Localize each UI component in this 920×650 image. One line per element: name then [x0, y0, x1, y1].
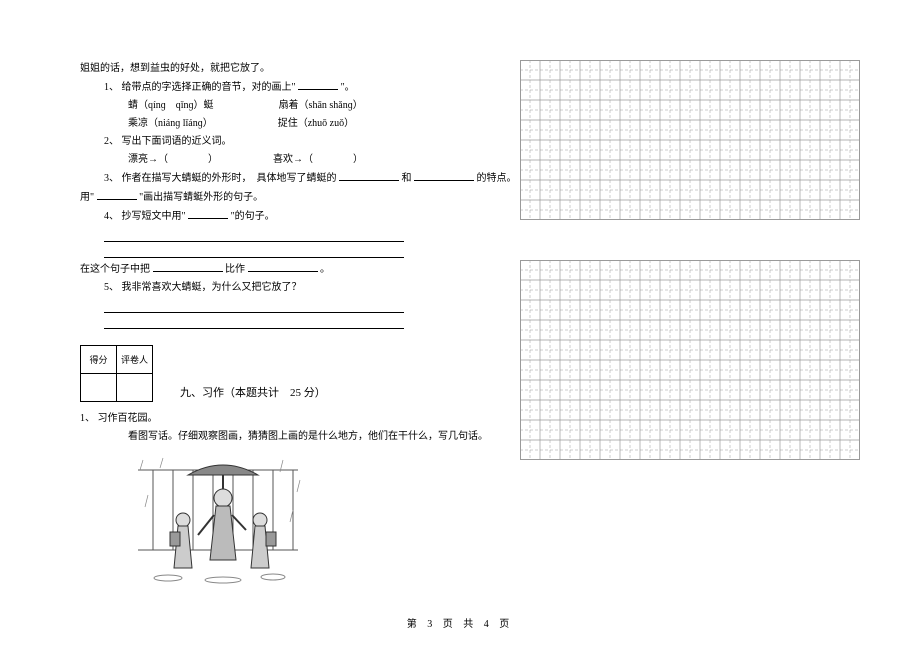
q3-mid: 和	[402, 173, 412, 184]
q4-compare-c: 。	[320, 264, 330, 275]
q4-compare-a: 在这个句子中把	[80, 264, 150, 275]
q2-row-b: 喜欢→（ ）	[273, 154, 363, 165]
essay-label: 习作百花园。	[98, 413, 158, 424]
q4-text-b: "的句子。	[231, 211, 275, 222]
q1-blank	[298, 78, 338, 90]
essay-num: 1、	[80, 413, 95, 424]
q2-row: 漂亮→（ ） 喜欢→（ ）	[80, 151, 440, 169]
page-footer: 第 3 页 共 4 页	[0, 615, 920, 630]
q4-compare: 在这个句子中把 比作 。	[80, 260, 440, 279]
q5-answer-line2	[104, 315, 404, 329]
intro-text: 姐姐的话，想到益虫的好处，就把它放了。	[80, 60, 440, 78]
q3-line2b: "画出描写蜻蜓外形的句子。	[139, 192, 263, 203]
q3-line2: 用" "画出描写蜻蜓外形的句子。	[80, 188, 440, 207]
q1-row1: 蜻（qínɡ qǐnɡ）蜓 扇着（shān shǎnɡ）	[80, 97, 440, 115]
q1-row1b: 扇着（shān shǎnɡ）	[279, 100, 363, 111]
q1-row2: 乘凉（niánɡ lǐánɡ） 捉住（zhuō zuǒ）	[80, 115, 440, 133]
score-table: 得分 评卷人	[80, 345, 153, 402]
q3-line2a: 用"	[80, 192, 94, 203]
q2-row-a: 漂亮→（ ）	[128, 154, 218, 165]
score-cell2	[117, 374, 153, 402]
q4-cmp-blank2	[248, 260, 318, 272]
q1-row2a: 乘凉（niánɡ lǐánɡ）	[128, 118, 213, 129]
q4-text-a: 抄写短文中用"	[122, 211, 186, 222]
score-col2: 评卷人	[117, 346, 153, 374]
q1-num: 1、	[104, 82, 119, 93]
q1-line: 1、 给带点的字选择正确的音节，对的画上" "。	[80, 78, 440, 97]
q3-num: 3、	[104, 173, 119, 184]
left-column: 姐姐的话，想到益虫的好处，就把它放了。 1、 给带点的字选择正确的音节，对的画上…	[0, 0, 460, 650]
essay-image	[128, 450, 308, 590]
q1-text: 给带点的字选择正确的音节，对的画上"	[122, 82, 296, 93]
essay-instruction: 看图写话。仔细观察图画，猜猜图上画的是什么地方，他们在干什么，写几句话。	[80, 428, 440, 446]
q4-blank1	[188, 207, 228, 219]
q3-line1: 3、 作者在描写大蜻蜓的外形时， 具体地写了蜻蜓的 和 的特点。	[80, 169, 440, 188]
q5-answer-line1	[104, 299, 404, 313]
score-col1: 得分	[81, 346, 117, 374]
q3-blank1	[339, 169, 399, 181]
q4-answer-line1	[104, 228, 404, 242]
q3-prefix: 作者在描写大蜻蜓的外形时， 具体地写了蜻蜓的	[122, 173, 337, 184]
right-column	[460, 0, 920, 650]
q4-num: 4、	[104, 211, 119, 222]
section9-title: 九、习作（本题共计 25 分）	[180, 384, 440, 400]
score-cell1	[81, 374, 117, 402]
q5-num: 5、	[104, 282, 119, 293]
q3-blank3	[97, 188, 137, 200]
writing-grid-1	[520, 60, 860, 220]
q4-compare-b: 比作	[225, 264, 245, 275]
writing-grid-2	[520, 260, 860, 460]
q1-text-end: "。	[341, 82, 355, 93]
q4-answer-line2	[104, 244, 404, 258]
q5-line: 5、 我非常喜欢大蜻蜓，为什么又把它放了？	[80, 279, 440, 297]
q2-text: 写出下面词语的近义词。	[122, 136, 232, 147]
q4-line: 4、 抄写短文中用" "的句子。	[80, 207, 440, 226]
q1-row2b: 捉住（zhuō zuǒ）	[278, 118, 354, 129]
q5-text: 我非常喜欢大蜻蜓，为什么又把它放了？	[122, 282, 302, 293]
q2-num: 2、	[104, 136, 119, 147]
q4-cmp-blank1	[153, 260, 223, 272]
q1-row1a: 蜻（qínɡ qǐnɡ）蜓	[128, 100, 214, 111]
essay-header: 1、 习作百花园。	[80, 410, 440, 428]
q2-line: 2、 写出下面词语的近义词。	[80, 133, 440, 151]
